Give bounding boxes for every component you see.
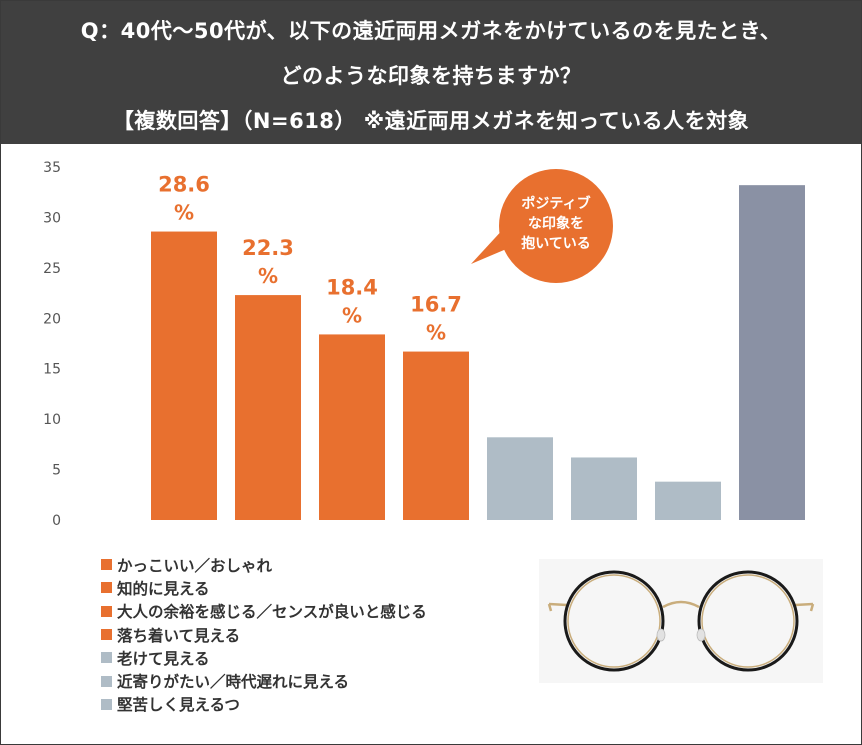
legend-swatch: [101, 675, 112, 687]
data-label-value: 22.3: [242, 236, 294, 260]
data-label-value: 28.6: [158, 173, 210, 197]
y-tick-label: 25: [43, 261, 61, 277]
legend-item: 大人の余裕を感じる／センスが良いと感じる: [101, 600, 427, 623]
bar: [487, 437, 553, 520]
legend-label: かっこいい／おしゃれ: [117, 556, 273, 575]
question-line-1: Q：40代～50代が、以下の遠近両用メガネをかけているのを見たとき、: [80, 19, 782, 43]
legend-item: 落ち着いて見える: [101, 623, 427, 646]
data-label-value: 16.7: [410, 293, 462, 317]
bar: [739, 185, 805, 520]
legend-swatch: [101, 582, 112, 594]
bar-chart: 0 5 10 15 20 25 30 35 28.6% 22.3% 18.4% 16.7% ポジティブな…: [43, 160, 805, 529]
legend: かっこいい／おしゃれ 知的に見える大人の余裕を感じる／センスが良いと感じる 落ち着い…: [101, 553, 427, 716]
legend-label: 堅苦しく見えるつ: [117, 696, 240, 715]
callout-bubble: [499, 169, 613, 283]
legend-swatch: [101, 605, 112, 617]
bar: [235, 295, 301, 520]
glasses-image: [539, 559, 823, 683]
legend-label: 近寄りがたい／時代遅れに見える: [117, 673, 350, 692]
callout-text: な印象を: [528, 215, 584, 232]
y-tick-label: 30: [43, 210, 61, 226]
bar: [655, 481, 721, 520]
data-label-unit: %: [342, 303, 362, 327]
legend-swatch: [101, 698, 112, 710]
question-line-2: どのような印象を持ちますか？: [280, 64, 582, 88]
bar: [403, 351, 469, 520]
bar: [571, 457, 637, 520]
legend-swatch: [101, 652, 112, 664]
bar: [151, 231, 217, 520]
question-header: Q：40代～50代が、以下の遠近両用メガネをかけているのを見たとき、 どのような…: [1, 1, 861, 144]
legend-item: 老けて見える: [101, 646, 427, 669]
y-tick-label: 20: [43, 311, 61, 327]
y-tick-label: 0: [52, 513, 61, 529]
question-line-3: 【複数回答】（N=618） ※遠近両用メガネを知っている人を対象: [112, 109, 750, 133]
legend-swatch: [101, 559, 112, 571]
glasses-icon: [547, 570, 815, 672]
legend-label: 大人の余裕を感じる／センスが良いと感じる: [117, 603, 427, 622]
legend-item: 堅苦しく見えるつ: [101, 693, 427, 716]
callout-text: 抱いている: [521, 235, 591, 252]
data-label-unit: %: [426, 321, 446, 345]
y-tick-label: 10: [43, 412, 61, 428]
legend-item: 知的に見える: [101, 576, 427, 599]
y-tick-label: 5: [52, 463, 61, 479]
y-tick-label: 35: [43, 160, 61, 176]
legend-item: 近寄りがたい／時代遅れに見える: [101, 669, 427, 692]
data-label-value: 18.4: [326, 275, 378, 299]
legend-label: 落ち着いて見える: [117, 626, 241, 645]
callout-text: ポジティブ: [521, 195, 590, 212]
legend-label: 知的に見える: [117, 579, 210, 598]
bar: [319, 334, 385, 520]
data-label-unit: %: [174, 201, 194, 225]
y-tick-label: 15: [43, 362, 61, 378]
legend-swatch: [101, 629, 112, 641]
legend-item: かっこいい／おしゃれ: [101, 553, 427, 576]
legend-label: 老けて見える: [117, 649, 210, 668]
data-label-unit: %: [258, 264, 278, 288]
